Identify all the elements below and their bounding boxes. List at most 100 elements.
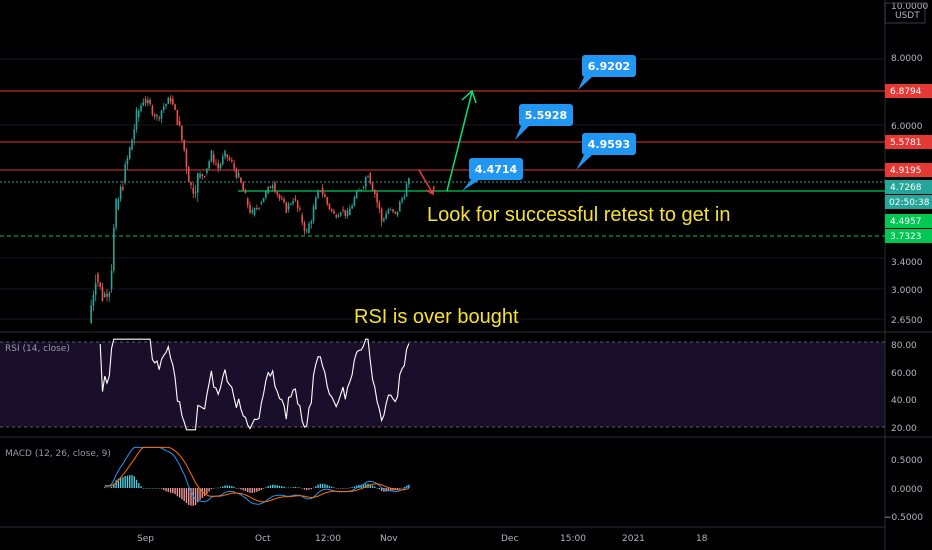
- macd-bar: [331, 486, 333, 488]
- candle-body: [92, 295, 95, 306]
- candle-body: [185, 149, 188, 168]
- macd-bar: [183, 488, 185, 502]
- macd-bar: [328, 485, 331, 488]
- callout-4-9593[interactable]: 4.9593: [576, 133, 636, 170]
- macd-bar: [390, 488, 392, 491]
- candle-body: [301, 215, 303, 223]
- time-label: Dec: [501, 534, 518, 544]
- time-label: Sep: [137, 534, 154, 544]
- macd-bar: [151, 488, 154, 489]
- macd-bar: [185, 488, 188, 504]
- macd-bar: [312, 487, 315, 489]
- macd-bar: [208, 488, 210, 492]
- candle-body: [265, 191, 267, 198]
- candle-body: [101, 286, 104, 301]
- candle-body: [319, 190, 322, 192]
- macd-bar: [262, 488, 265, 489]
- macd-bar: [283, 486, 285, 488]
- candle-body: [296, 200, 299, 209]
- candle-body: [346, 211, 349, 216]
- candle-body: [335, 215, 338, 218]
- macd-label[interactable]: MACD (12, 26, close, 9): [5, 449, 111, 459]
- macd-bar: [210, 488, 213, 490]
- macd-bar: [281, 486, 283, 488]
- candle-body: [165, 103, 167, 107]
- price-axis[interactable]: 10.0000 8.0000 6.0000 3.4000 3.0000 2.65…: [884, 2, 928, 326]
- callout-label: 5.5928: [525, 109, 567, 122]
- time-axis[interactable]: Sep Oct 12:00 Nov Dec 15:00 2021 18: [137, 534, 708, 544]
- candle-body: [217, 163, 220, 169]
- macd-bar: [310, 488, 312, 490]
- currency-label: USDT: [895, 11, 920, 21]
- macd-bar: [256, 488, 258, 492]
- rsi-label[interactable]: RSI (14, close): [5, 344, 70, 354]
- candle-body: [147, 99, 149, 104]
- macd-bar: [251, 488, 253, 493]
- macd-bar: [340, 488, 342, 489]
- macd-bar: [299, 487, 301, 489]
- time-label: Nov: [380, 534, 398, 544]
- macd-bar: [222, 486, 224, 488]
- svg-text:6.8794: 6.8794: [890, 87, 922, 97]
- macd-bar: [133, 476, 135, 488]
- macd-tick: −0.5000: [884, 513, 923, 523]
- candle-body: [317, 190, 319, 198]
- candle-body: [303, 222, 306, 231]
- macd-bar: [337, 488, 340, 489]
- candle-body: [210, 150, 213, 161]
- macd-bar: [294, 486, 297, 488]
- candle-body: [355, 191, 358, 199]
- macd-bar: [326, 484, 328, 488]
- candlestick-series: [90, 95, 410, 325]
- macd-bar: [129, 475, 131, 488]
- macd-bar: [399, 488, 401, 489]
- candle-body: [235, 168, 238, 178]
- price-tick: 8.0000: [891, 54, 923, 64]
- macd-bar: [274, 484, 276, 488]
- candle-body: [97, 273, 99, 283]
- candle-body: [108, 293, 111, 297]
- candle-body: [110, 270, 113, 289]
- macd-bar: [265, 487, 267, 488]
- macd-bar: [110, 486, 113, 488]
- macd-bar: [144, 488, 147, 489]
- rsi-band-fill: [0, 342, 885, 427]
- svg-text:4.7268: 4.7268: [890, 183, 922, 193]
- green-projection-arrow[interactable]: [446, 91, 473, 192]
- price-tag-3-7323: 3.7323: [885, 229, 932, 243]
- candle-body: [122, 186, 124, 190]
- candle-body: [321, 187, 324, 195]
- callout-5-5928[interactable]: 5.5928: [515, 104, 573, 140]
- candle-body: [151, 106, 154, 115]
- macd-bar: [219, 487, 222, 488]
- macd-bar: [335, 488, 337, 489]
- macd-bar: [172, 488, 174, 494]
- macd-bar: [106, 487, 108, 489]
- price-tag-4-4957: 4.4957: [885, 214, 932, 228]
- candle-body: [169, 97, 172, 102]
- macd-bar: [258, 488, 260, 492]
- rsi-line: [99, 338, 410, 431]
- red-retest-arrow[interactable]: [418, 169, 434, 195]
- candle-body: [258, 207, 260, 209]
- candle-body: [294, 198, 297, 201]
- candle-body: [256, 208, 258, 210]
- candle-body: [206, 168, 208, 173]
- candle-body: [126, 158, 129, 165]
- callout-6-9202[interactable]: 6.9202: [578, 55, 636, 90]
- macd-bar: [387, 488, 390, 492]
- macd-bar: [217, 487, 219, 489]
- callout-4-4714[interactable]: 4.4714: [462, 158, 523, 191]
- candle-body: [315, 197, 317, 210]
- candle-body: [267, 186, 269, 194]
- currency-box: [884, 2, 926, 24]
- macd-bar: [224, 485, 226, 488]
- macd-bar: [163, 488, 165, 491]
- countdown-tag: 02:50:38: [885, 195, 932, 209]
- candle-body: [153, 114, 156, 117]
- candle-body: [176, 110, 179, 125]
- macd-bar: [242, 488, 244, 491]
- candle-body: [285, 202, 288, 213]
- candle-body: [167, 97, 170, 104]
